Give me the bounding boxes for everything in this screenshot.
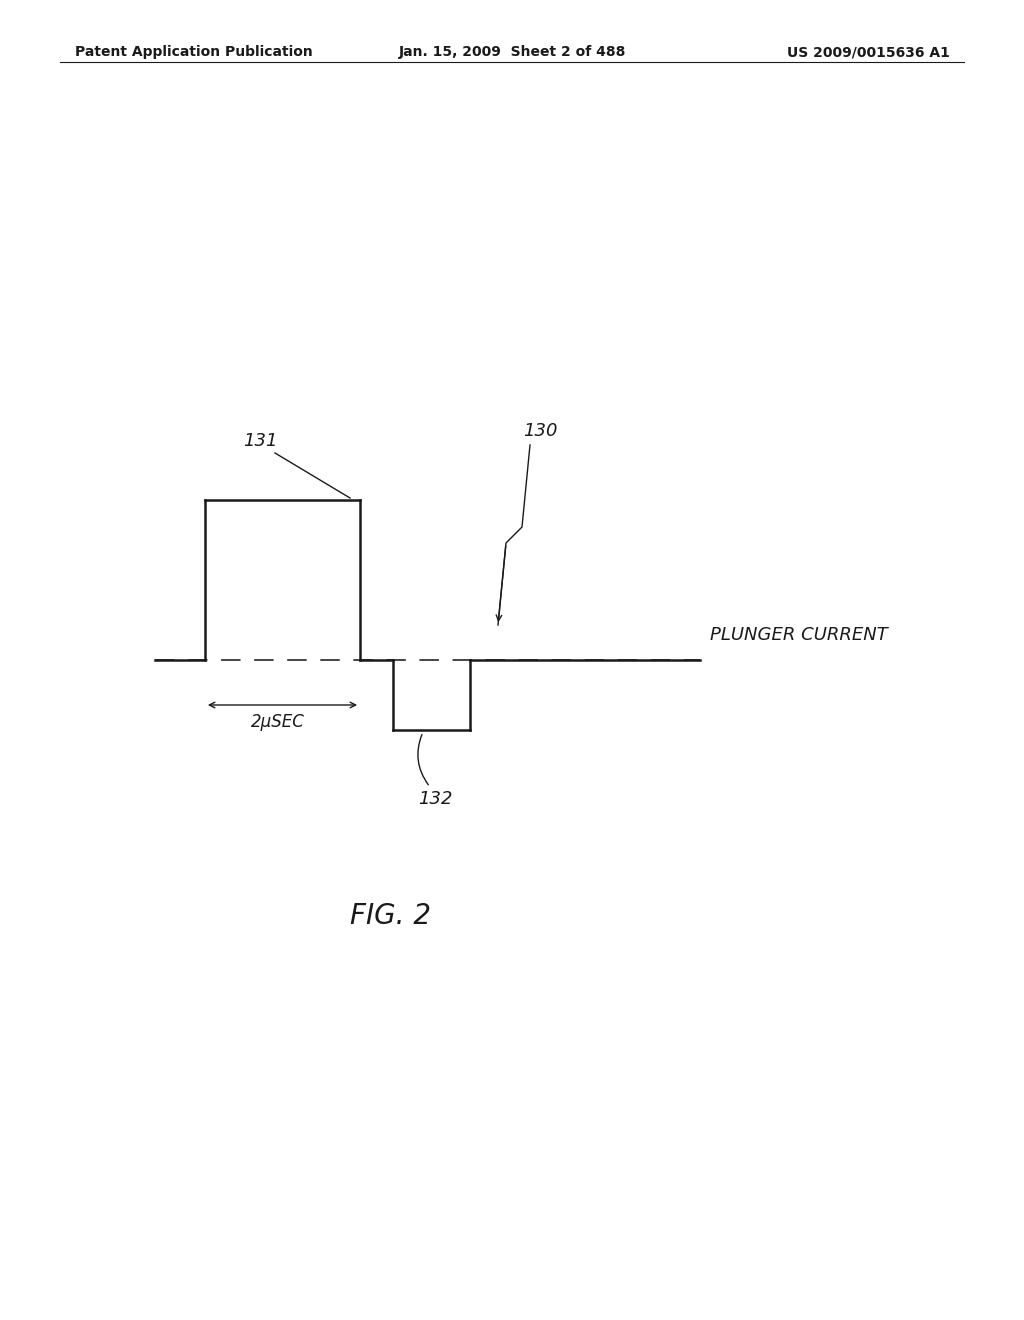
Text: Patent Application Publication: Patent Application Publication <box>75 45 312 59</box>
Text: US 2009/0015636 A1: US 2009/0015636 A1 <box>787 45 950 59</box>
Text: 131: 131 <box>243 432 278 450</box>
Text: 130: 130 <box>522 422 557 440</box>
Text: 2μSEC: 2μSEC <box>251 713 304 731</box>
Text: 132: 132 <box>418 789 453 808</box>
Text: FIG. 2: FIG. 2 <box>349 902 430 931</box>
Text: Jan. 15, 2009  Sheet 2 of 488: Jan. 15, 2009 Sheet 2 of 488 <box>398 45 626 59</box>
Text: PLUNGER CURRENT: PLUNGER CURRENT <box>710 626 888 644</box>
